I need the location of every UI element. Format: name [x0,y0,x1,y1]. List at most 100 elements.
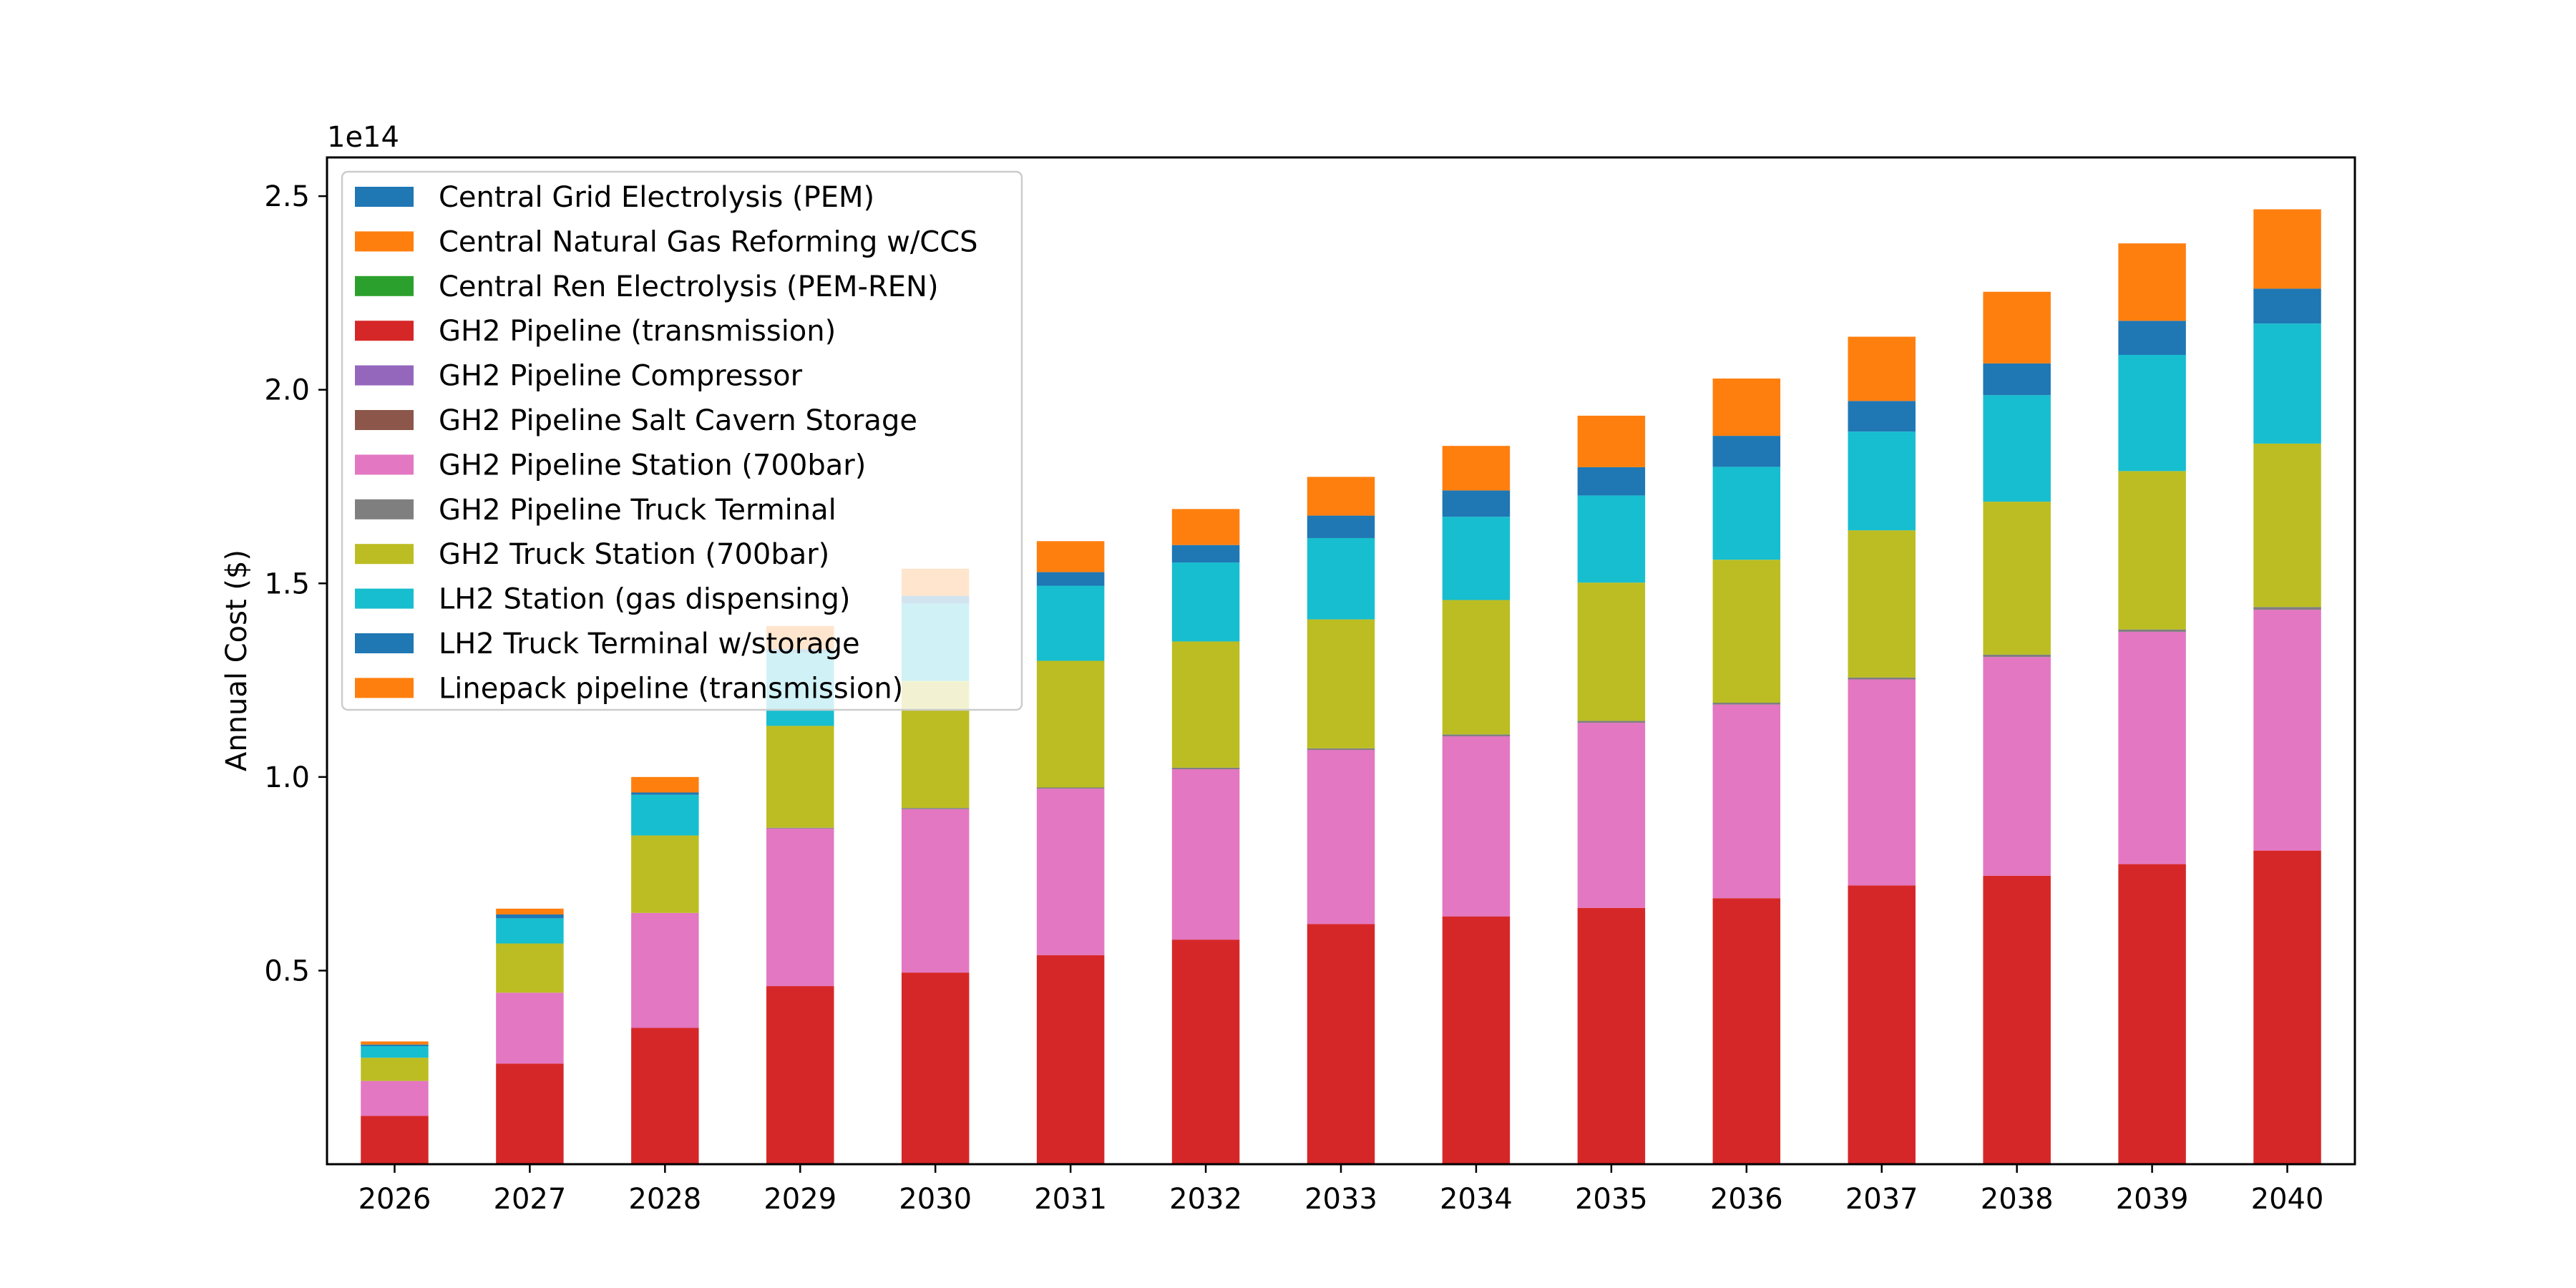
bar-segment-2031-s7 [1036,787,1105,789]
legend-entry-5: GH2 Pipeline Salt Cavern Storage [439,404,917,437]
bar-segment-2039-s9 [2118,354,2186,472]
bar-segment-2040-s10 [2253,288,2321,324]
bar-segment-2027-s3 [496,1063,564,1164]
bar-segment-2039-s3 [2118,864,2186,1164]
bar-segment-2040-s7 [2253,607,2321,610]
legend-swatch-7 [355,499,414,519]
bar-segment-2035-s8 [1577,582,1646,721]
bar-segment-2028-s6 [631,912,699,1028]
bar-segment-2026-s3 [361,1116,429,1164]
bar-segment-2028-s10 [631,792,699,795]
legend-entry-0: Central Grid Electrolysis (PEM) [439,181,874,214]
bar-segment-2031-s10 [1036,572,1105,586]
bar-segment-2039-s8 [2118,471,2186,630]
legend-swatch-8 [355,544,414,565]
bar-segment-2033-s6 [1307,749,1375,924]
bar-segment-2031-s6 [1036,789,1105,955]
x-tick-label-2034: 2034 [1440,1183,1513,1216]
bar-segment-2038-s3 [1983,875,2051,1164]
bar-segment-2039-s7 [2118,629,2186,632]
bar-segment-2033-s3 [1307,924,1375,1164]
legend-swatch-11 [355,678,414,698]
bar-segment-2039-s6 [2118,631,2186,864]
legend: Central Grid Electrolysis (PEM) Central N… [341,170,1023,711]
legend-swatch-4 [355,365,414,386]
bar-segment-2034-s9 [1442,517,1511,600]
bar-segment-2032-s8 [1171,641,1240,768]
bar-segment-2034-s6 [1442,736,1511,917]
bar-segment-2033-s9 [1307,537,1375,620]
legend-swatch-9 [355,588,414,609]
bar-segment-2034-s3 [1442,916,1511,1164]
bar-segment-2035-s9 [1577,495,1646,583]
x-tick-label-2027: 2027 [494,1183,567,1216]
bar-segment-2033-s7 [1307,748,1375,750]
bars-layer [361,209,2321,1164]
legend-entry-8: GH2 Truck Station (700bar) [439,538,829,571]
bar-segment-2040-s11 [2253,209,2321,289]
bar-segment-2027-s10 [496,914,564,919]
bar-segment-2026-s9 [361,1045,429,1058]
legend-box [341,170,1023,711]
bar-segment-2032-s7 [1171,767,1240,770]
x-tick-label-2030: 2030 [899,1183,972,1216]
legend-entry-1: Central Natural Gas Reforming w/CCS [439,225,978,258]
x-tick-label-2036: 2036 [1710,1183,1783,1216]
x-tick-label-2032: 2032 [1169,1183,1242,1216]
x-tick-label-2033: 2033 [1304,1183,1377,1216]
legend-swatch-10 [355,633,414,653]
bar-segment-2028-s3 [631,1028,699,1164]
bar-segment-2028-s11 [631,776,699,793]
bar-segment-2026-s11 [361,1041,429,1045]
bar-segment-2037-s6 [1848,679,1916,886]
bar-segment-2036-s6 [1712,704,1781,899]
legend-entry-7: GH2 Pipeline Truck Terminal [439,494,836,527]
bar-segment-2029-s7 [766,827,834,829]
y-offset-label: 1e14 [327,121,399,154]
bar-segment-2038-s6 [1983,657,2051,876]
bar-segment-2032-s9 [1171,562,1240,642]
bar-segment-2035-s7 [1577,721,1646,723]
bar-segment-2034-s10 [1442,490,1511,517]
bar-segment-2037-s8 [1848,530,1916,678]
bar-segment-2036-s3 [1712,898,1781,1164]
legend-swatch-6 [355,454,414,475]
bar-segment-2029-s8 [766,726,834,828]
bar-segment-2038-s7 [1983,654,2051,658]
x-tick-label-2037: 2037 [1845,1183,1918,1216]
legend-swatch-3 [355,321,414,341]
x-axis: 2026 2027 2028 2029 2030 2031 2032 2033 2034 2035… [358,1164,2323,1216]
bar-segment-2035-s11 [1577,415,1646,467]
bar-segment-2040-s9 [2253,323,2321,444]
y-tick-label-2: 1.5 [264,567,310,600]
bar-segment-2037-s10 [1848,401,1916,432]
bar-segment-2031-s11 [1036,541,1105,572]
bar-segment-2026-s10 [361,1044,429,1046]
bar-segment-2029-s6 [766,828,834,987]
bar-segment-2038-s10 [1983,363,2051,396]
legend-swatch-5 [355,410,414,430]
bar-segment-2032-s10 [1171,545,1240,563]
x-tick-label-2035: 2035 [1575,1183,1648,1216]
bar-segment-2039-s11 [2118,243,2186,321]
y-tick-label-3: 2.0 [264,374,310,407]
y-axis: 0.5 1.0 1.5 2.0 2.5 [264,180,327,987]
bar-segment-2032-s11 [1171,509,1240,545]
y-tick-label-4: 2.5 [264,180,310,213]
bar-segment-2026-s6 [361,1080,429,1116]
bar-segment-2035-s3 [1577,907,1646,1164]
bar-segment-2036-s9 [1712,467,1781,560]
bar-segment-2035-s10 [1577,467,1646,496]
x-tick-label-2039: 2039 [2116,1183,2189,1216]
legend-swatch-1 [355,231,414,252]
bar-segment-2038-s9 [1983,395,2051,502]
bar-segment-2031-s8 [1036,660,1105,788]
bar-segment-2038-s8 [1983,502,2051,655]
bar-segment-2028-s9 [631,794,699,836]
bar-segment-2040-s6 [2253,610,2321,851]
bar-segment-2027-s6 [496,992,564,1064]
bar-segment-2040-s8 [2253,443,2321,608]
y-axis-label: Annual Cost ($) [220,550,253,771]
legend-swatch-2 [355,275,414,296]
legend-entry-4: GH2 Pipeline Compressor [439,360,803,393]
